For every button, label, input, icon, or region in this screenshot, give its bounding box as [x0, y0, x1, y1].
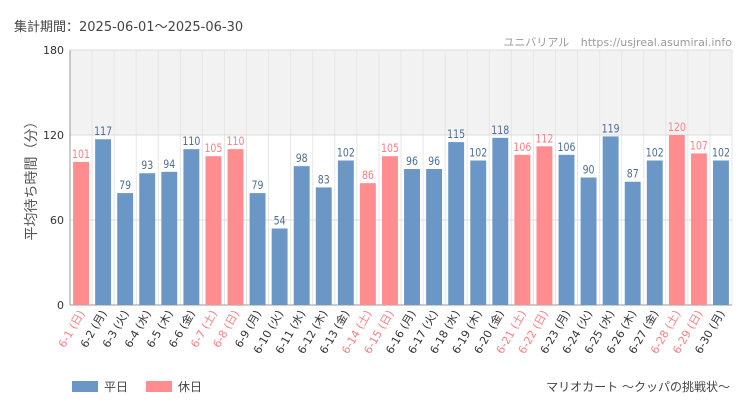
bar: [205, 156, 222, 305]
bar: [161, 171, 178, 305]
bar: [514, 154, 531, 305]
bar: [580, 177, 597, 305]
bar: [713, 160, 729, 305]
bar: [315, 187, 332, 305]
bar: [690, 153, 707, 305]
y-axis-title: 平均待ち時間（分）: [24, 115, 40, 241]
y-tick-label: 0: [57, 299, 64, 312]
bar: [249, 193, 266, 305]
bar-value-label: 54: [274, 215, 286, 228]
y-tick-label: 60: [50, 214, 64, 227]
bar: [227, 149, 244, 305]
bar: [558, 154, 575, 305]
legend-item-weekday[interactable]: 平日: [72, 378, 128, 395]
bar: [668, 135, 685, 305]
bar-value-label: 98: [296, 152, 308, 165]
bar: [448, 142, 465, 305]
bar: [536, 146, 553, 305]
bar-value-label: 94: [163, 158, 175, 171]
bar-value-label: 105: [204, 142, 222, 155]
bar-value-label: 79: [119, 179, 131, 192]
bar: [139, 173, 156, 305]
bar-value-label: 96: [428, 155, 440, 168]
bar: [470, 160, 487, 305]
site-name: ユニバリアル: [503, 36, 570, 49]
attraction-name: マリオカート ～クッパの挑戦状～: [546, 380, 730, 394]
site-credit: ユニバリアル https://usjreal.asumirai.info: [503, 34, 732, 50]
period-text: 集計期間：2025-06-01～2025-06-30: [14, 16, 243, 35]
period-value: 2025-06-01～2025-06-30: [79, 20, 244, 35]
bar: [337, 160, 354, 305]
bar-value-label: 96: [406, 155, 418, 168]
bar-value-label: 86: [362, 169, 374, 182]
bar-value-label: 120: [668, 121, 686, 134]
bar: [95, 139, 112, 305]
bar: [382, 156, 398, 305]
bar-value-label: 102: [469, 147, 487, 160]
bar-value-label: 93: [141, 159, 153, 172]
bar-value-label: 107: [690, 140, 708, 153]
bar-value-label: 115: [447, 128, 465, 141]
bar-value-label: 106: [558, 141, 576, 154]
bar-value-label: 105: [381, 142, 399, 155]
bar-value-label: 102: [646, 147, 664, 160]
bar: [271, 228, 288, 305]
bar-value-label: 106: [513, 141, 531, 154]
bar: [492, 137, 509, 305]
bar: [602, 136, 619, 305]
legend-swatch-weekday: [72, 381, 98, 392]
y-tick-label: 180: [43, 44, 64, 57]
bar-value-label: 83: [318, 174, 330, 187]
bar: [183, 149, 200, 305]
bar-value-label: 119: [602, 123, 620, 136]
period-label: 集計期間：: [14, 20, 80, 35]
bar-value-label: 112: [535, 132, 553, 145]
site-url: https://usjreal.asumirai.info: [580, 36, 732, 49]
legend-item-holiday[interactable]: 休日: [146, 378, 202, 395]
bar-value-label: 110: [227, 135, 245, 148]
bar-value-label: 118: [491, 124, 509, 137]
legend-label-holiday: 休日: [178, 380, 203, 394]
y-tick-label: 120: [43, 129, 64, 142]
bar: [117, 193, 134, 305]
bar-value-label: 90: [583, 164, 595, 177]
bar: [426, 169, 443, 305]
bar-value-label: 117: [94, 125, 112, 138]
legend-label-weekday: 平日: [104, 380, 129, 394]
bar-value-label: 102: [337, 147, 355, 160]
bar: [359, 183, 376, 305]
bar-value-label: 110: [182, 135, 200, 148]
bar-value-label: 101: [72, 148, 90, 161]
bar: [73, 161, 89, 305]
bar: [646, 160, 663, 305]
legend-swatch-holiday: [146, 381, 173, 392]
bar-value-label: 87: [627, 168, 639, 181]
bar-value-label: 102: [712, 147, 730, 160]
bar-value-label: 79: [252, 179, 264, 192]
bar: [624, 181, 641, 305]
chart-legend: 平日 休日: [72, 378, 202, 395]
bar: [404, 169, 420, 305]
bar: [293, 166, 310, 305]
